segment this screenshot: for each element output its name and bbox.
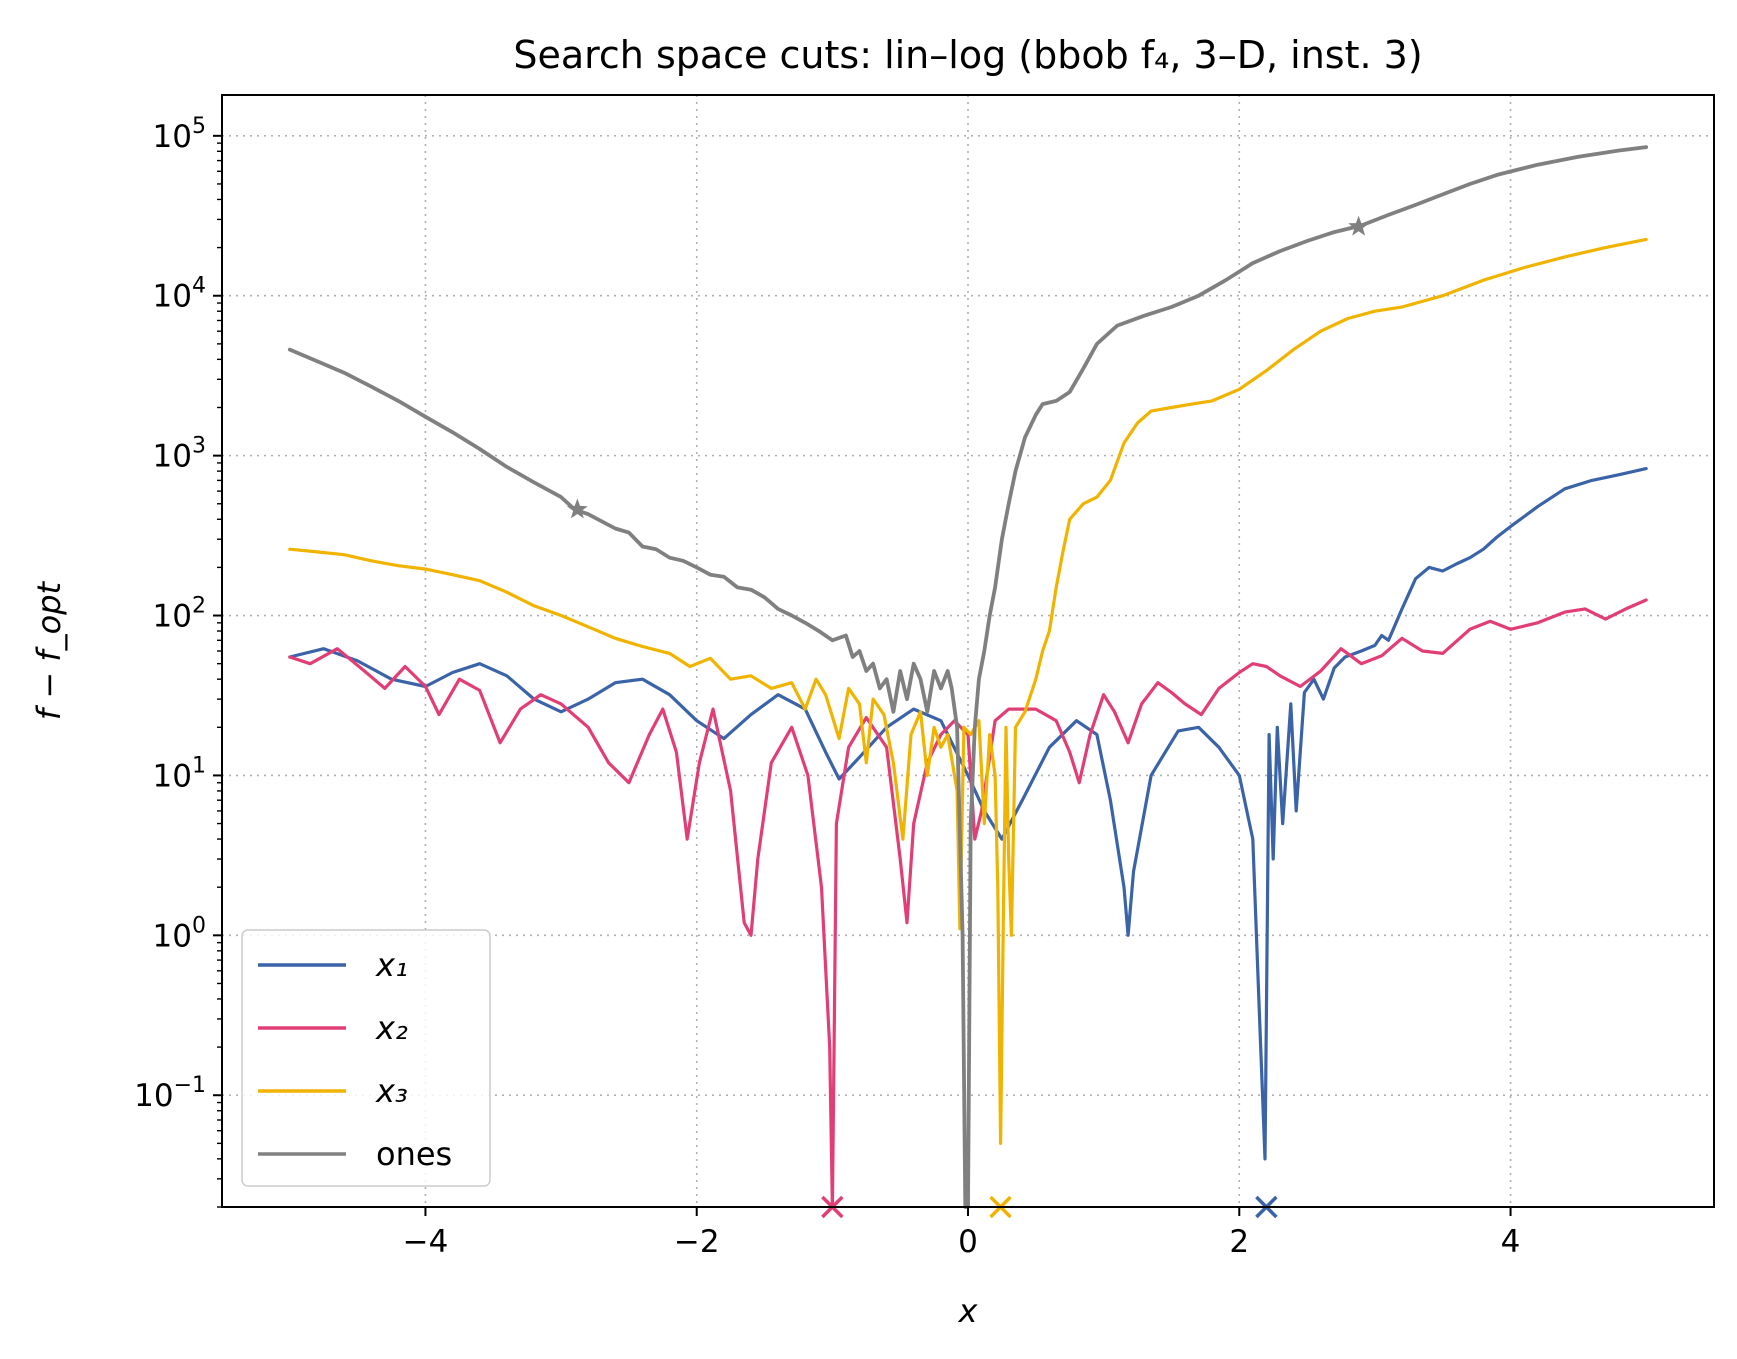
y-tick-label: 105	[153, 114, 206, 155]
y-axis-label: f − f_opt	[30, 580, 68, 720]
x-tick-label: 4	[1501, 1224, 1521, 1260]
y-tick-label: 104	[153, 274, 206, 315]
legend-label: ones	[376, 1135, 452, 1173]
x-axis-label: x	[958, 1292, 979, 1330]
legend-label: x₂	[375, 1009, 408, 1047]
star-marker	[1348, 215, 1370, 236]
y-tick-label: 100	[153, 913, 206, 954]
y-tick-label: 102	[153, 594, 206, 635]
x-axis-ticks: −4 −2 0 2 4	[403, 1207, 1521, 1260]
legend-label: x₁	[375, 946, 408, 984]
x-tick-label: 2	[1229, 1224, 1249, 1260]
legend: x₁ x₂ x₃ ones	[241, 929, 491, 1187]
x-tick-label: −4	[403, 1224, 449, 1260]
legend-box	[241, 929, 491, 1187]
x-tick-label: −2	[674, 1224, 720, 1260]
y-tick-label: 103	[153, 434, 206, 475]
series-line-2	[288, 598, 1648, 1209]
series-line-4	[287, 145, 1649, 1209]
chart-title: Search space cuts: lin–log (bbob f₄, 3–D…	[513, 33, 1422, 77]
series-line-3	[288, 237, 1648, 1145]
series-lines	[287, 145, 1649, 1209]
y-axis-ticks: 10−1 100 101 102 103 104 105	[134, 114, 222, 1208]
legend-label: x₃	[375, 1072, 408, 1110]
x-tick-label: 0	[958, 1224, 978, 1260]
star-marker	[566, 498, 588, 519]
y-tick-label: 10−1	[134, 1073, 206, 1114]
y-tick-label: 101	[153, 753, 206, 794]
series-line-1	[288, 467, 1648, 1161]
